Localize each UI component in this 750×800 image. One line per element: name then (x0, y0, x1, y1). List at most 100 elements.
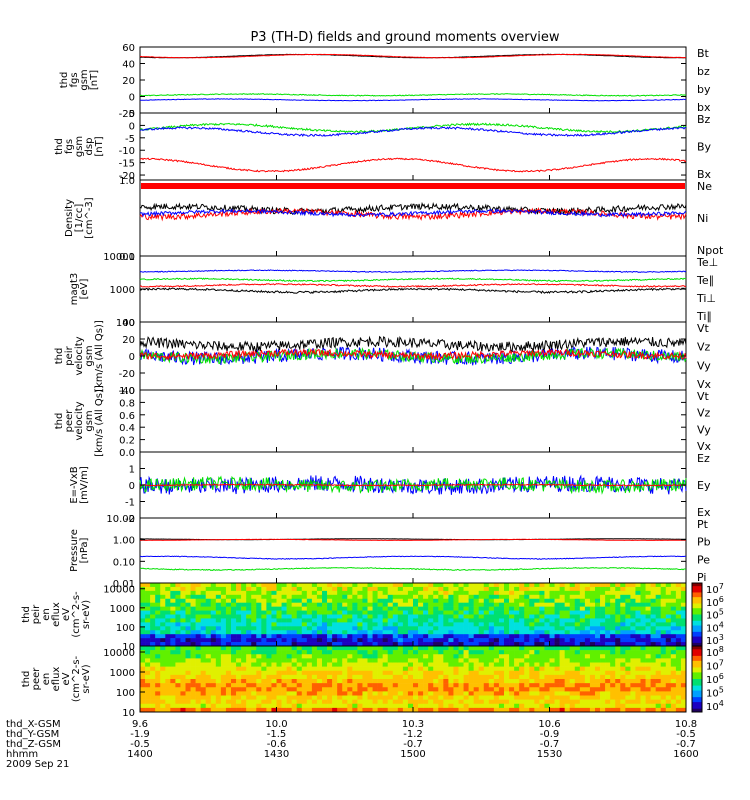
spectrogram-cell (210, 654, 217, 659)
spectrogram-cell (236, 586, 242, 592)
spectrogram-cell (620, 662, 626, 667)
spectrogram-cell (483, 674, 490, 680)
spectrogram-cell (180, 642, 186, 647)
spectrogram-cell (246, 699, 252, 705)
spectrogram-cell (342, 614, 348, 619)
spectrogram-cell (200, 634, 207, 639)
spectrogram-cell (620, 618, 626, 623)
spectrogram-cell (559, 618, 565, 623)
spectrogram-cell (367, 674, 373, 680)
spectrogram-cell (407, 674, 414, 680)
spectrogram-cell (241, 602, 247, 607)
spectrogram-cell (453, 630, 459, 635)
colorbar-segment (692, 606, 702, 609)
spectrogram-cell (493, 618, 500, 623)
spectrogram-cell (407, 658, 414, 663)
spectrogram-cell (483, 598, 490, 603)
y-tick-label: 0 (129, 121, 135, 132)
spectrogram-cell (397, 586, 404, 592)
spectrogram-cell (468, 642, 474, 647)
spectrogram-cell (266, 602, 272, 607)
spectrogram-cell (488, 650, 495, 655)
spectrogram-cell (316, 602, 323, 607)
spectrogram-cell (165, 590, 171, 596)
spectrogram-cell (539, 642, 545, 647)
spectrogram-cell (372, 630, 378, 635)
spectrogram-cell (322, 674, 328, 680)
spectrogram-cell (327, 642, 333, 647)
spectrogram-cell (407, 606, 414, 611)
spectrogram-cell (251, 590, 257, 596)
spectrogram-cell (433, 654, 439, 659)
spectrogram-cell (478, 583, 485, 588)
spectrogram-cell (281, 662, 287, 667)
spectrogram-cell (539, 630, 545, 635)
spectrogram-cell (554, 683, 560, 688)
spectrogram-cell (564, 687, 571, 692)
spectrogram-cell (630, 610, 636, 615)
spectrogram-cell (615, 662, 621, 667)
spectrogram-cell (251, 630, 257, 635)
spectrogram-cell (488, 658, 495, 663)
spectrogram-cell (347, 594, 353, 600)
spectrogram-cell (215, 630, 222, 635)
spectrogram-cell (372, 670, 378, 676)
spectrogram-cell (428, 699, 434, 705)
spectrogram-cell (519, 666, 525, 672)
spectrogram-cell (539, 606, 545, 611)
spectrogram-cell (534, 594, 540, 600)
spectrogram-cell (428, 618, 434, 623)
spectrogram-cell (478, 590, 485, 596)
spectrogram-cell (650, 602, 656, 607)
spectrogram-cell (463, 614, 469, 619)
spectrogram-cell (261, 683, 267, 688)
spectrogram-cell (433, 583, 439, 588)
spectrogram-cell (342, 691, 348, 696)
spectrogram-cell (645, 662, 651, 667)
spectrogram-cell (281, 586, 287, 592)
spectrogram-cell (145, 626, 151, 631)
spectrogram-cell (236, 614, 242, 619)
spectrogram-cell (413, 674, 419, 680)
spectrogram-cell (635, 670, 641, 676)
series-line-blue (139, 208, 687, 218)
spectrogram-cell (564, 618, 571, 623)
spectrogram-cell (387, 630, 394, 635)
spectrogram-cell (589, 614, 596, 619)
spectrogram-cell (367, 707, 373, 713)
spectrogram-cell (635, 683, 641, 688)
spectrogram-cell (357, 606, 363, 611)
spectrogram-cell (589, 658, 596, 663)
spectrogram-cell (448, 670, 454, 676)
spectrogram-cell (170, 691, 176, 696)
spectrogram-cell (645, 606, 651, 611)
spectrogram-cell (478, 642, 485, 647)
spectrogram-cell (256, 598, 262, 603)
spectrogram-cell (463, 646, 469, 651)
y-tick-label: 1000 (110, 668, 135, 679)
spectrogram-cell (276, 707, 282, 713)
spectrogram-cell (564, 583, 571, 588)
spectrogram-cell (504, 707, 510, 713)
spectrogram-cell (504, 626, 510, 631)
spectrogram-cell (519, 646, 525, 651)
spectrogram-cell (347, 703, 353, 709)
spectrogram-cell (458, 634, 464, 639)
spectrogram-cell (650, 630, 656, 635)
spectrogram-cell (539, 679, 545, 684)
spectrogram-cell (306, 646, 313, 651)
colorbar-segment (692, 603, 702, 606)
spectrogram-cell (286, 594, 292, 600)
spectrogram-cell (529, 703, 535, 709)
spectrogram-cell (150, 679, 156, 684)
y-axis-label: thdpeervelocitygsm[km/s (All Qs)] (54, 385, 105, 457)
spectrogram-cell (488, 610, 495, 615)
spectrogram-cell (291, 699, 298, 705)
spectrogram-cell (413, 654, 419, 659)
spectrogram-cell (488, 670, 495, 676)
spectrogram-cell (610, 683, 616, 688)
spectrogram-cell (276, 670, 282, 676)
spectrogram-cell (402, 626, 409, 631)
spectrogram-cell (407, 626, 414, 631)
spectrogram-cell (504, 618, 510, 623)
